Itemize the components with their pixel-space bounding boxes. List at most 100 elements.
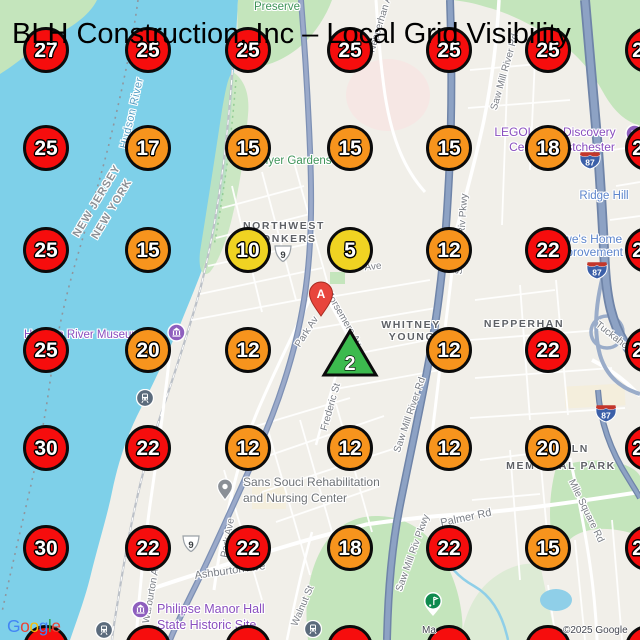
marker-value: 22 [536, 238, 560, 262]
marker-value: 25 [34, 338, 58, 362]
grid-marker[interactable]: 25 [125, 27, 171, 73]
marker-value: 30 [34, 436, 58, 460]
google-logo-letter: o [29, 616, 39, 636]
grid-marker[interactable]: 22 [225, 525, 271, 571]
google-logo[interactable]: Google [7, 616, 61, 637]
us9-shield-icon: 9 [273, 244, 293, 271]
marker-value: 2 [632, 136, 640, 160]
marker-value: 12 [338, 436, 362, 460]
sans-souci-pin-icon[interactable] [216, 478, 234, 507]
grid-marker[interactable]: 12 [426, 327, 472, 373]
marker-value: 17 [136, 136, 160, 160]
svg-text:87: 87 [592, 268, 602, 278]
grid-marker[interactable]: 12 [225, 327, 271, 373]
grid-marker[interactable]: 18 [327, 525, 373, 571]
train-station-icon[interactable] [135, 388, 155, 412]
marker-value: 2 [632, 536, 640, 560]
svg-text:9: 9 [188, 540, 193, 551]
map-label: Sans Souci Rehabilitation [243, 475, 380, 489]
google-logo-letter: e [51, 616, 61, 636]
marker-value: 27 [34, 38, 58, 62]
marker-value: 2 [632, 38, 640, 62]
grid-marker[interactable]: 17 [125, 125, 171, 171]
marker-value: 2 [344, 353, 355, 375]
marker-value: 12 [437, 338, 461, 362]
marker-value: 5 [344, 238, 356, 262]
grid-marker[interactable]: 12 [225, 425, 271, 471]
svg-text:87: 87 [585, 158, 595, 168]
grid-marker[interactable]: 22 [525, 227, 571, 273]
grid-marker[interactable]: 15 [525, 525, 571, 571]
marker-value: 18 [536, 136, 560, 160]
map-attribution-copyright: ©2025 Google [563, 625, 628, 636]
grid-marker[interactable]: 5 [327, 227, 373, 273]
map-label: WHITNEY [381, 319, 441, 331]
grid-marker[interactable]: 22 [125, 425, 171, 471]
grid-marker[interactable]: 12 [327, 425, 373, 471]
grid-marker[interactable]: 15 [426, 125, 472, 171]
svg-text:9: 9 [280, 250, 285, 261]
grid-marker[interactable]: 15 [225, 125, 271, 171]
grid-marker[interactable]: 15 [125, 227, 171, 273]
marker-value: 25 [236, 38, 260, 62]
grid-marker[interactable]: 25 [225, 27, 271, 73]
marker-value: 22 [236, 536, 260, 560]
map-label: NORTHWEST [242, 220, 326, 232]
grid-marker[interactable]: 22 [525, 327, 571, 373]
marker-value: 12 [236, 338, 260, 362]
marker-value: 22 [136, 536, 160, 560]
grid-marker[interactable]: 30 [23, 525, 69, 571]
i87-shield-icon: 87 [579, 151, 601, 176]
marker-value: 22 [437, 536, 461, 560]
grid-marker[interactable]: 25 [327, 27, 373, 73]
marker-value: 25 [136, 38, 160, 62]
marker-value: 22 [536, 338, 560, 362]
grid-marker-triangle[interactable]: 2 [321, 328, 379, 383]
hudson-river-museum-icon[interactable] [167, 323, 186, 347]
grid-marker[interactable]: 25 [426, 27, 472, 73]
grid-marker[interactable]: 25 [23, 227, 69, 273]
grid-marker[interactable]: 20 [125, 327, 171, 373]
marker-value: 20 [536, 436, 560, 460]
grid-marker[interactable]: 12 [426, 227, 472, 273]
marker-value: 30 [34, 536, 58, 560]
pin-letter: A [317, 287, 326, 301]
train-station-icon[interactable] [303, 619, 323, 640]
marker-value: 25 [338, 38, 362, 62]
google-logo-letter: g [38, 616, 49, 636]
grid-marker[interactable]: 15 [327, 125, 373, 171]
train-station-icon[interactable] [94, 620, 114, 640]
grid-marker[interactable]: 25 [23, 125, 69, 171]
map-label: YOUNG [388, 331, 436, 343]
grid-marker[interactable]: 18 [525, 125, 571, 171]
grid-marker[interactable]: 30 [23, 425, 69, 471]
grid-marker[interactable]: 27 [23, 27, 69, 73]
marker-value: 10 [236, 238, 260, 262]
philipse-manor-hall-icon[interactable] [131, 600, 150, 624]
map-label: Preserve [253, 1, 301, 13]
marker-value: 20 [136, 338, 160, 362]
grid-marker[interactable]: 10 [225, 227, 271, 273]
grid-marker[interactable]: 20 [525, 425, 571, 471]
grid-marker[interactable]: 25 [525, 27, 571, 73]
location-pin-a[interactable]: A [307, 279, 335, 322]
i87-shield-icon: 87 [595, 404, 617, 429]
golf-course-icon[interactable] [422, 591, 444, 622]
marker-value: 25 [536, 38, 560, 62]
google-logo-letter: o [20, 616, 30, 636]
us9-shield-icon: 9 [181, 534, 201, 561]
marker-value: 25 [34, 238, 58, 262]
grid-marker[interactable]: 12 [426, 425, 472, 471]
map-label: Philipse Manor Hall [157, 602, 265, 616]
map-label: and Nursing Center [243, 491, 348, 505]
marker-value: 2 [632, 338, 640, 362]
map-attribution: Ma [422, 625, 436, 636]
marker-value: 15 [136, 238, 160, 262]
marker-value: 25 [34, 136, 58, 160]
grid-marker[interactable]: 25 [23, 327, 69, 373]
i87-shield-icon: 87 [586, 261, 608, 286]
grid-marker[interactable]: 22 [125, 525, 171, 571]
grid-marker[interactable]: 22 [426, 525, 472, 571]
